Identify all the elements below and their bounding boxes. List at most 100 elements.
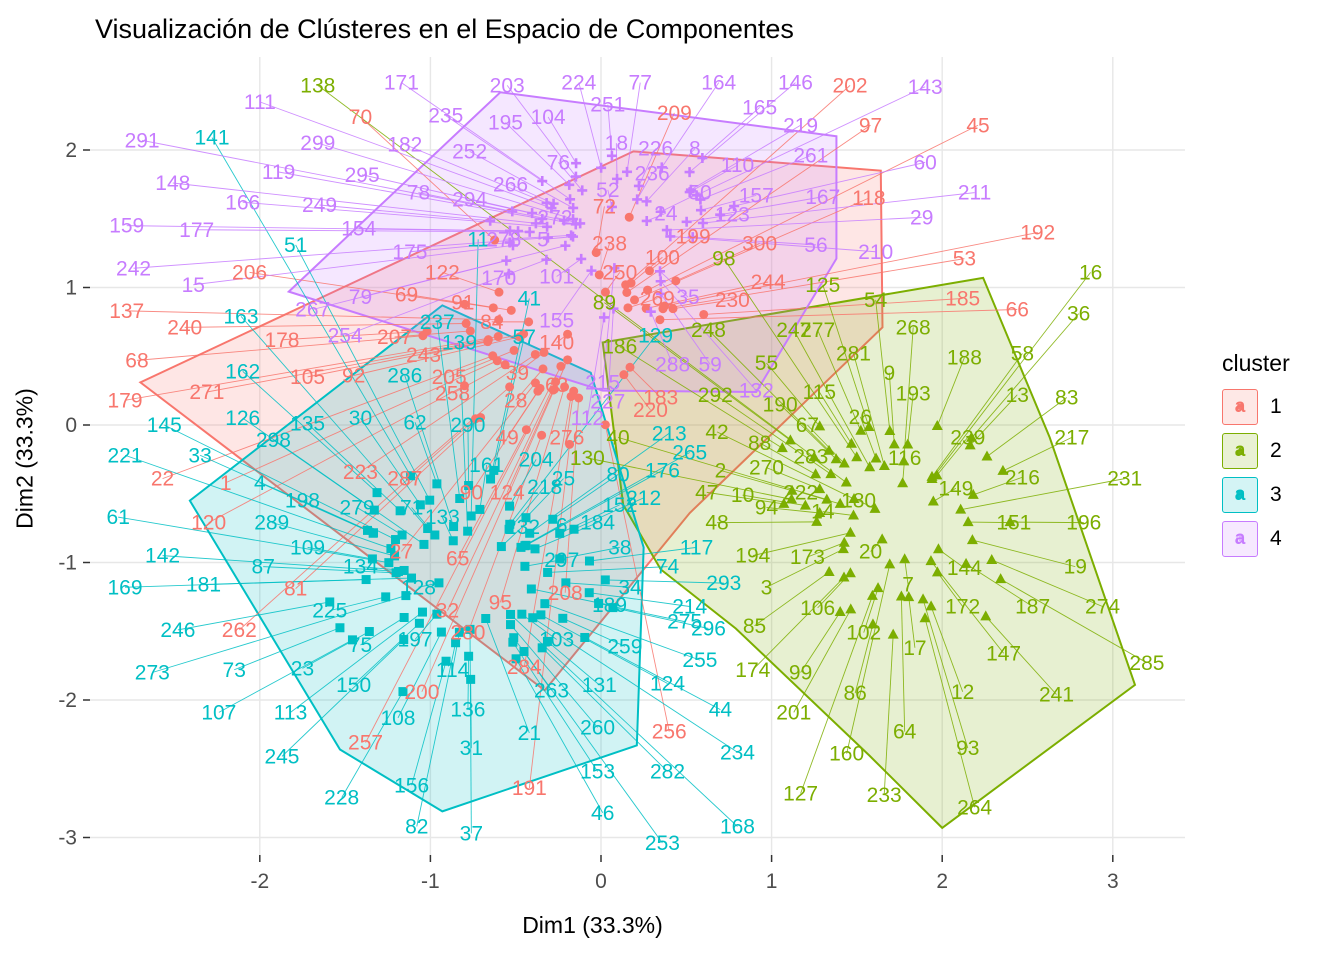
- label-leader-line: [558, 162, 583, 191]
- obs-label: 82: [405, 816, 428, 839]
- legend-key-3: ■ a: [1222, 477, 1258, 513]
- label-leader-line: [505, 122, 570, 186]
- obs-label: 207: [377, 326, 412, 349]
- data-point: [494, 315, 504, 325]
- obs-label: 173: [790, 546, 825, 569]
- data-point: [626, 278, 636, 288]
- data-point: [539, 347, 549, 357]
- data-point: [548, 514, 558, 524]
- legend-entry-1: ● a 1: [1222, 389, 1290, 425]
- obs-label: 258: [435, 382, 470, 405]
- label-leader-line: [469, 629, 472, 834]
- obs-label: 51: [284, 234, 307, 257]
- label-leader-line: [936, 437, 969, 476]
- data-point: [496, 542, 506, 552]
- obs-label: 154: [341, 217, 376, 240]
- label-leader-line: [547, 566, 668, 573]
- obs-label: 59: [699, 354, 722, 377]
- obs-label: 62: [403, 411, 426, 434]
- obs-label: 169: [108, 576, 143, 599]
- data-point: [867, 618, 879, 629]
- label-leader-line: [162, 555, 399, 572]
- obs-label: 245: [264, 745, 299, 768]
- data-point: [414, 618, 424, 628]
- obs-label: 42: [705, 421, 728, 444]
- data-point: [363, 525, 373, 535]
- data-point: [630, 295, 640, 305]
- obs-label: 184: [580, 512, 615, 535]
- obs-label: 266: [493, 173, 528, 196]
- obs-label: 103: [539, 629, 574, 652]
- data-point: [565, 439, 575, 449]
- data-point: [606, 201, 617, 212]
- label-leader-line: [394, 330, 471, 338]
- obs-label: 156: [394, 774, 429, 797]
- data-point: [407, 573, 417, 583]
- data-point: [778, 497, 790, 508]
- obs-label: 77: [629, 72, 652, 95]
- label-leader-line: [700, 155, 812, 201]
- data-point: [475, 504, 485, 514]
- data-point: [461, 318, 471, 328]
- label-leader-line: [203, 577, 412, 585]
- data-point: [899, 553, 911, 564]
- obs-label: 242: [116, 257, 151, 280]
- label-leader-line: [607, 308, 614, 402]
- obs-label: 113: [274, 701, 307, 724]
- label-leader-line: [703, 298, 963, 315]
- obs-label: 10: [731, 484, 754, 507]
- obs-label: 268: [896, 316, 931, 339]
- obs-label: 255: [682, 649, 717, 672]
- data-point: [548, 198, 559, 209]
- data-point: [504, 524, 514, 534]
- data-point: [851, 451, 863, 462]
- data-point: [671, 276, 681, 286]
- data-point: [422, 326, 432, 336]
- label-leader-line: [578, 82, 602, 168]
- obs-label: 91: [451, 292, 474, 315]
- label-leader-line: [723, 258, 858, 458]
- obs-label: 20: [859, 541, 882, 564]
- obs-label: 246: [160, 619, 195, 642]
- data-point: [888, 438, 900, 449]
- data-point: [406, 471, 416, 481]
- label-leader-line: [462, 302, 512, 311]
- obs-label: 39: [506, 362, 529, 385]
- label-leader-line: [931, 272, 1091, 480]
- label-leader-line: [650, 311, 674, 365]
- data-point: [417, 607, 427, 617]
- label-leader-line: [295, 417, 481, 589]
- obs-label: 133: [425, 506, 460, 529]
- x-tick-label: 0: [595, 870, 607, 893]
- data-point: [609, 263, 620, 274]
- label-leader-line: [907, 393, 914, 445]
- legend-marker-icon: ■: [1235, 486, 1245, 503]
- label-leader-line: [607, 104, 613, 156]
- data-point: [665, 231, 676, 242]
- label-leader-line: [467, 435, 543, 633]
- data-point: [466, 511, 476, 521]
- label-leader-line: [469, 150, 574, 209]
- obs-label: 286: [387, 365, 422, 388]
- x-tick-label: -2: [250, 870, 269, 893]
- data-point: [464, 481, 474, 490]
- data-point: [568, 202, 579, 213]
- obs-label: 152: [602, 494, 637, 517]
- data-point: [537, 430, 547, 440]
- label-leader-line: [556, 270, 592, 321]
- obs-label: 63: [545, 374, 568, 397]
- data-point: [823, 565, 835, 576]
- label-leader-line: [421, 389, 555, 692]
- obs-label: 195: [488, 112, 523, 135]
- data-point: [520, 541, 530, 551]
- data-point: [884, 425, 896, 436]
- data-point: [415, 500, 425, 510]
- label-leader-line: [692, 236, 816, 246]
- obs-label: 61: [107, 506, 130, 529]
- obs-label: 102: [846, 622, 881, 645]
- obs-label: 120: [191, 512, 226, 535]
- obs-label: 54: [864, 289, 888, 312]
- obs-label: 64: [893, 721, 917, 744]
- obs-label: 127: [783, 783, 818, 806]
- label-leader-line: [708, 329, 830, 452]
